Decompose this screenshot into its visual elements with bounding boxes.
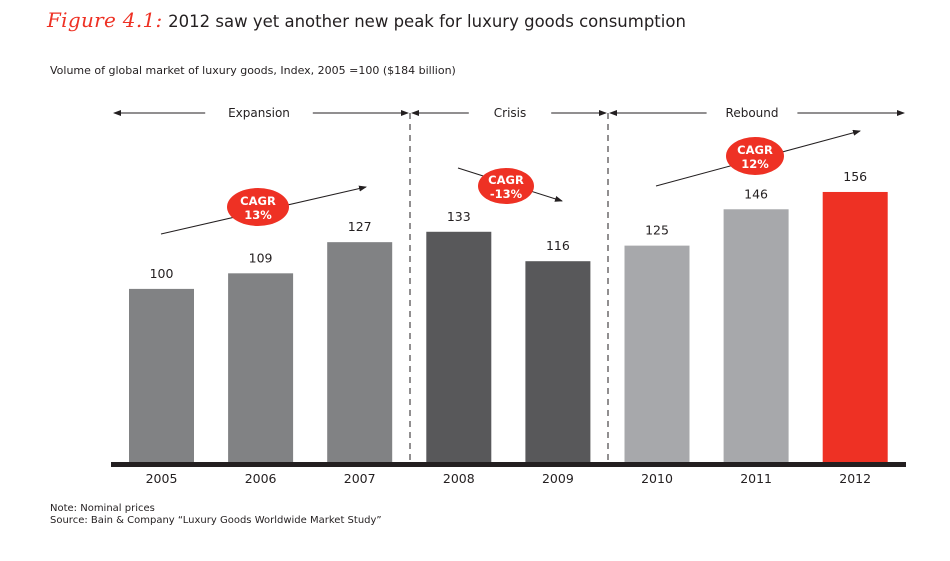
cagr-label-crisis: CAGR [488,173,524,187]
x-tick-label-2009: 2009 [542,471,574,486]
data-label-2012: 156 [843,169,867,184]
data-label-2007: 127 [348,219,372,234]
cagr-label-expansion: CAGR [240,194,276,208]
x-tick-label-2008: 2008 [443,471,475,486]
x-tick-label-2005: 2005 [146,471,178,486]
data-label-2011: 146 [744,186,768,201]
bar-2012 [822,191,888,463]
cagr-value-rebound: 12% [741,157,769,171]
cagr-annotation-crisis: CAGR-13% [457,167,563,204]
phase-label-rebound: Rebound [726,106,779,120]
figure-title: Figure 4.1: 2012 saw yet another new pea… [47,8,686,32]
cagr-badge-crisis [478,168,534,204]
figure-headline: 2012 saw yet another new peak for luxury… [168,12,686,31]
bar-2009 [525,261,591,462]
x-axis-line [111,462,906,467]
phase-label-expansion: Expansion [228,106,290,120]
bar-2007 [327,242,393,462]
x-tick-label-2011: 2011 [740,471,772,486]
cagr-value-crisis: -13% [490,187,523,201]
bar-2006 [228,273,294,462]
x-tick-label-2012: 2012 [839,471,871,486]
x-axis: 2005 2006 2007 2008 2009 2010 2011 2012 [111,462,906,486]
data-label-2009: 116 [546,238,570,253]
cagr-value-expansion: 13% [244,208,272,222]
data-label-2006: 109 [249,250,273,265]
x-tick-label-2006: 2006 [245,471,277,486]
cagr-badge-rebound [726,137,784,175]
data-label-2005: 100 [150,266,174,281]
chart-subtitle: Volume of global market of luxury goods,… [50,64,456,77]
x-tick-label-2010: 2010 [641,471,673,486]
data-label-2010: 125 [645,223,669,238]
phase-label-crisis: Crisis [494,106,526,120]
bar-2008 [426,231,492,462]
bar-2011 [723,209,789,462]
bar-2010 [624,245,690,462]
figure-label: Figure 4.1: [47,8,163,32]
phase-annotations: Expansion Crisis Rebound [113,106,905,462]
data-label-2008: 133 [447,209,471,224]
bar-2005 [129,288,194,462]
source-text: Source: Bain & Company “Luxury Goods Wor… [50,515,382,526]
cagr-label-rebound: CAGR [737,143,773,157]
cagr-badge-expansion [227,188,289,226]
x-tick-label-2007: 2007 [344,471,376,486]
chart-notes: Note: Nominal prices Source: Bain & Comp… [50,503,382,527]
bars: 100 109 127 133 116 125 146 156 [129,169,888,463]
note-text: Note: Nominal prices [50,503,155,514]
